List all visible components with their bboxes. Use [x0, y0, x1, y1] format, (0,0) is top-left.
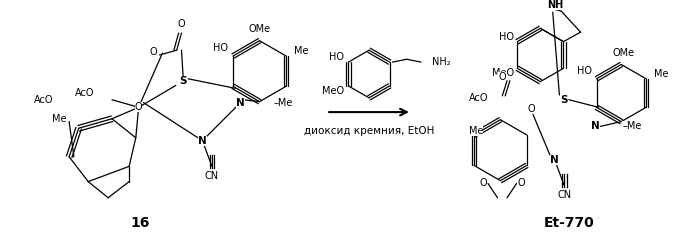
Text: N: N [591, 121, 600, 131]
Text: O: O [517, 179, 525, 189]
Text: OMe: OMe [248, 24, 271, 34]
Text: 16: 16 [131, 217, 150, 230]
Text: Et-770: Et-770 [544, 217, 594, 230]
Text: CN: CN [557, 190, 571, 200]
Text: –Me: –Me [274, 98, 293, 108]
Text: O: O [178, 19, 185, 29]
Text: –Me: –Me [622, 121, 642, 131]
Text: HO: HO [329, 52, 344, 62]
Text: AcO: AcO [75, 88, 95, 98]
Text: O: O [135, 102, 143, 112]
Text: Me: Me [294, 46, 308, 56]
Text: MeO: MeO [322, 86, 344, 96]
Text: Me: Me [654, 69, 668, 79]
Text: O: O [498, 72, 506, 82]
Text: S: S [561, 95, 568, 105]
Text: HO: HO [499, 32, 514, 42]
Text: OMe: OMe [612, 48, 634, 58]
Text: Me: Me [52, 114, 67, 124]
Text: N: N [550, 155, 559, 165]
Text: HO: HO [213, 43, 229, 53]
Text: Me: Me [469, 126, 483, 136]
Text: HO: HO [577, 66, 592, 76]
Text: O: O [480, 179, 487, 189]
Text: O: O [149, 47, 157, 57]
Text: N: N [236, 98, 245, 108]
Text: диоксид кремния, EtOH: диоксид кремния, EtOH [304, 126, 434, 136]
Text: NH₂: NH₂ [433, 57, 451, 67]
Text: AcO: AcO [468, 93, 488, 103]
Text: O: O [527, 104, 535, 114]
Text: MeO: MeO [492, 68, 514, 78]
Text: AcO: AcO [34, 95, 53, 105]
Text: CN: CN [205, 171, 219, 181]
Text: N: N [198, 136, 207, 146]
Text: S: S [180, 76, 187, 86]
Text: NH: NH [547, 0, 563, 10]
